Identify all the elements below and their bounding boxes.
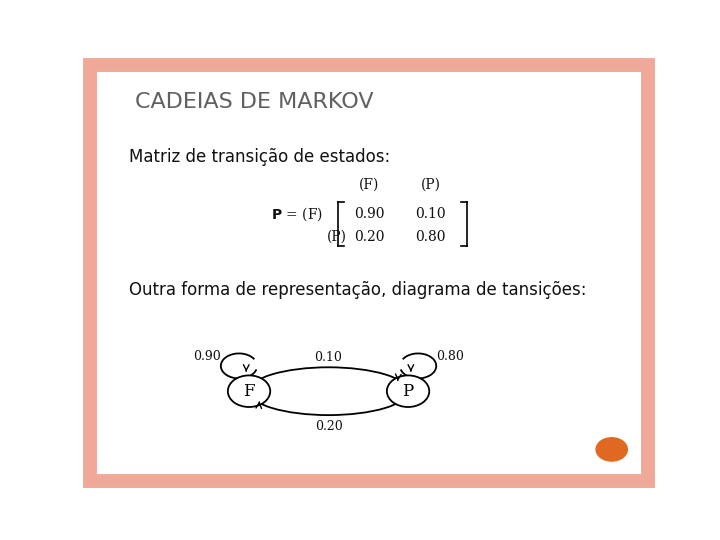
- Text: CADEIAS DE MARKOV: CADEIAS DE MARKOV: [135, 92, 373, 112]
- Text: 0.10: 0.10: [315, 351, 343, 364]
- Text: 0.10: 0.10: [415, 207, 446, 221]
- Text: 0.90: 0.90: [354, 207, 384, 221]
- Text: 0.20: 0.20: [315, 420, 343, 433]
- Circle shape: [596, 438, 627, 461]
- Text: Outra forma de representação, diagrama de tansições:: Outra forma de representação, diagrama d…: [129, 281, 587, 299]
- Text: 0.80: 0.80: [436, 350, 464, 363]
- Text: (P): (P): [327, 230, 347, 244]
- Circle shape: [228, 375, 270, 407]
- FancyBboxPatch shape: [90, 65, 648, 481]
- Text: 0.90: 0.90: [193, 350, 221, 363]
- Text: 0.20: 0.20: [354, 230, 384, 244]
- Text: $\mathbf{P}$ = (F): $\mathbf{P}$ = (F): [271, 206, 323, 224]
- Text: (P): (P): [420, 178, 441, 192]
- Text: 0.80: 0.80: [415, 230, 446, 244]
- Text: Matriz de transição de estados:: Matriz de transição de estados:: [129, 148, 390, 166]
- Circle shape: [387, 375, 429, 407]
- Text: (F): (F): [359, 178, 379, 192]
- Text: F: F: [243, 383, 255, 400]
- Text: P: P: [402, 383, 414, 400]
